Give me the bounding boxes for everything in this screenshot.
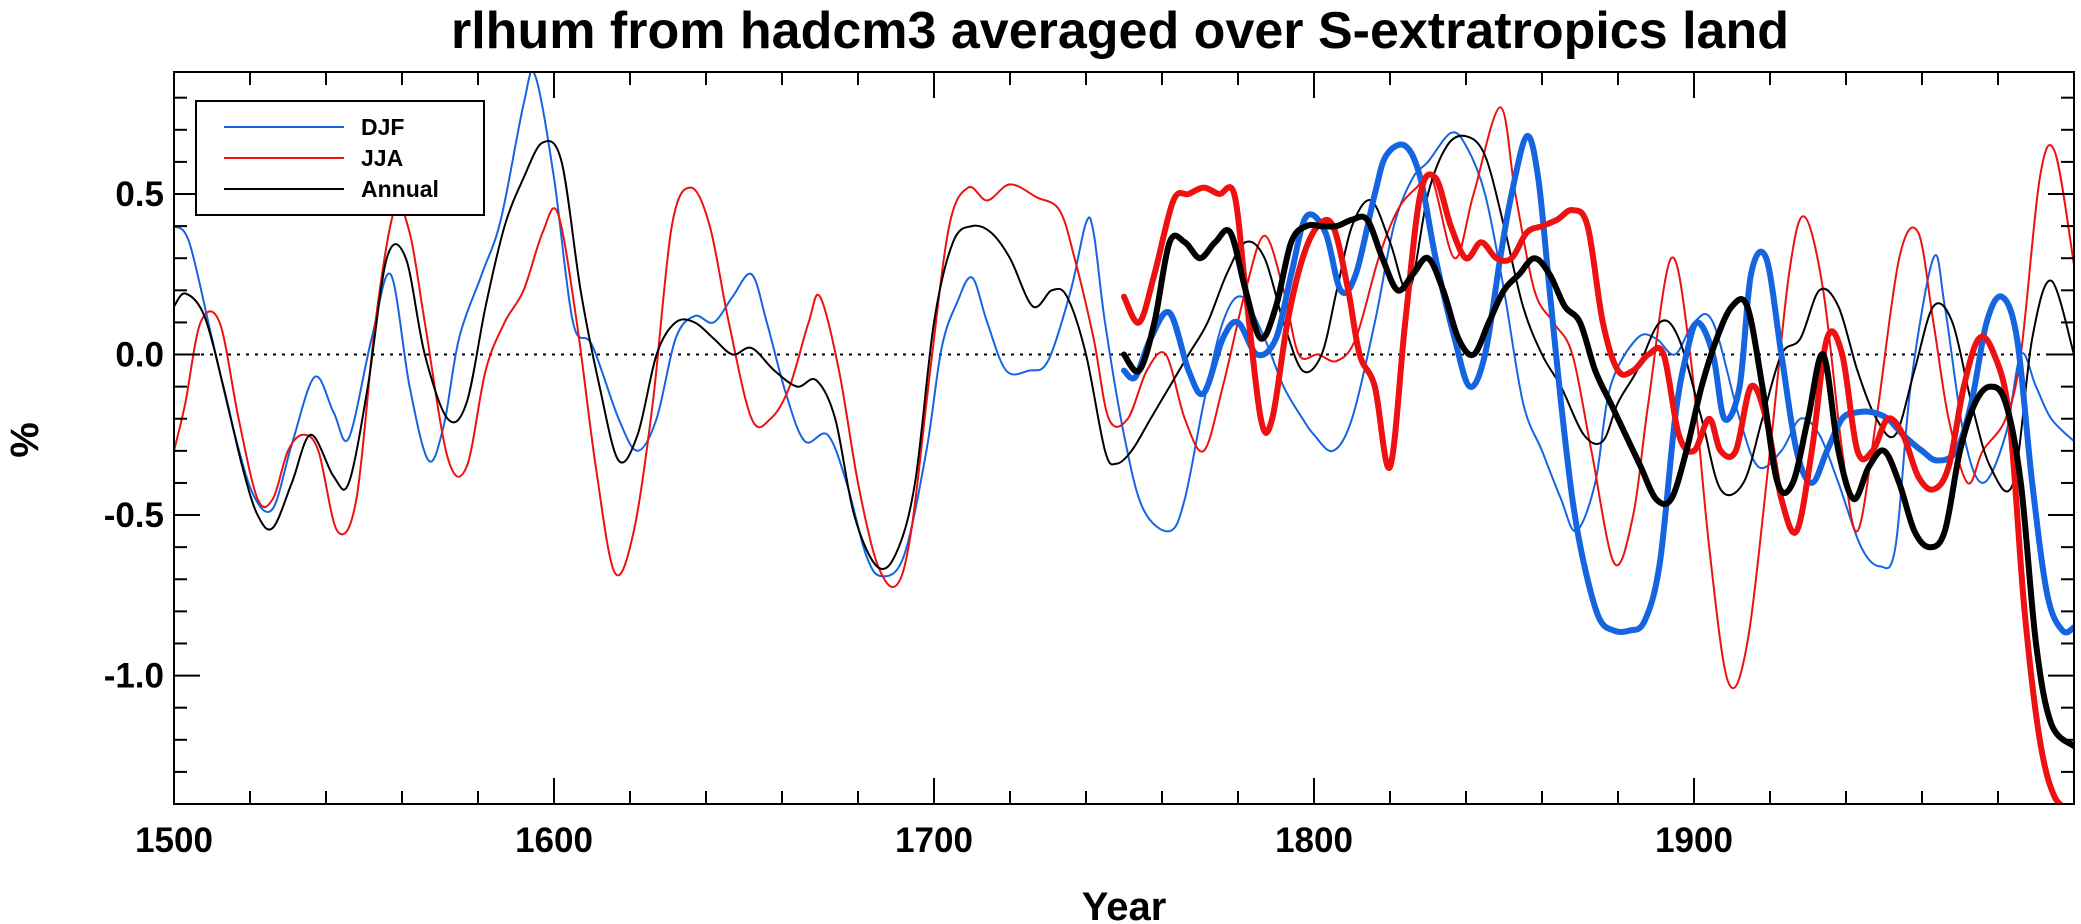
tick-labels: 1500 1600 1700 1800 1900 -1.0 -0.5 0.0 0.5 [104,175,1733,860]
series-line-jja-observed [1121,171,2065,804]
y-axis-label: % [3,422,47,458]
x-tick-label: 1700 [895,821,973,860]
series-line-jja-simulation [174,106,2074,690]
x-tick-label: 1500 [135,821,213,860]
y-tick-label: -0.5 [104,496,164,535]
x-tick-label: 1900 [1655,821,1733,860]
y-tick-label: 0.0 [115,336,164,375]
legend-label-djf: DJF [361,114,404,140]
y-tick-label: 0.5 [115,175,164,214]
plot-frame [173,71,2075,805]
x-axis-label: Year [1082,885,1167,924]
x-tick-label: 1600 [515,821,593,860]
series-line-annual-simulation [174,134,2074,571]
series-layer [174,72,2074,804]
legend-label-jja: JJA [361,145,403,171]
series-line-annual-observed [1121,213,2074,750]
legend-label-annual: Annual [361,176,439,202]
series-line-djf-observed [1121,133,2074,636]
axis-ticks [173,72,2074,804]
x-tick-label: 1800 [1275,821,1353,860]
legend: DJF JJA Annual [195,100,485,216]
y-tick-label: -1.0 [104,657,164,696]
chart-title: rlhum from hadcm3 averaged over S-extrat… [451,2,1789,60]
